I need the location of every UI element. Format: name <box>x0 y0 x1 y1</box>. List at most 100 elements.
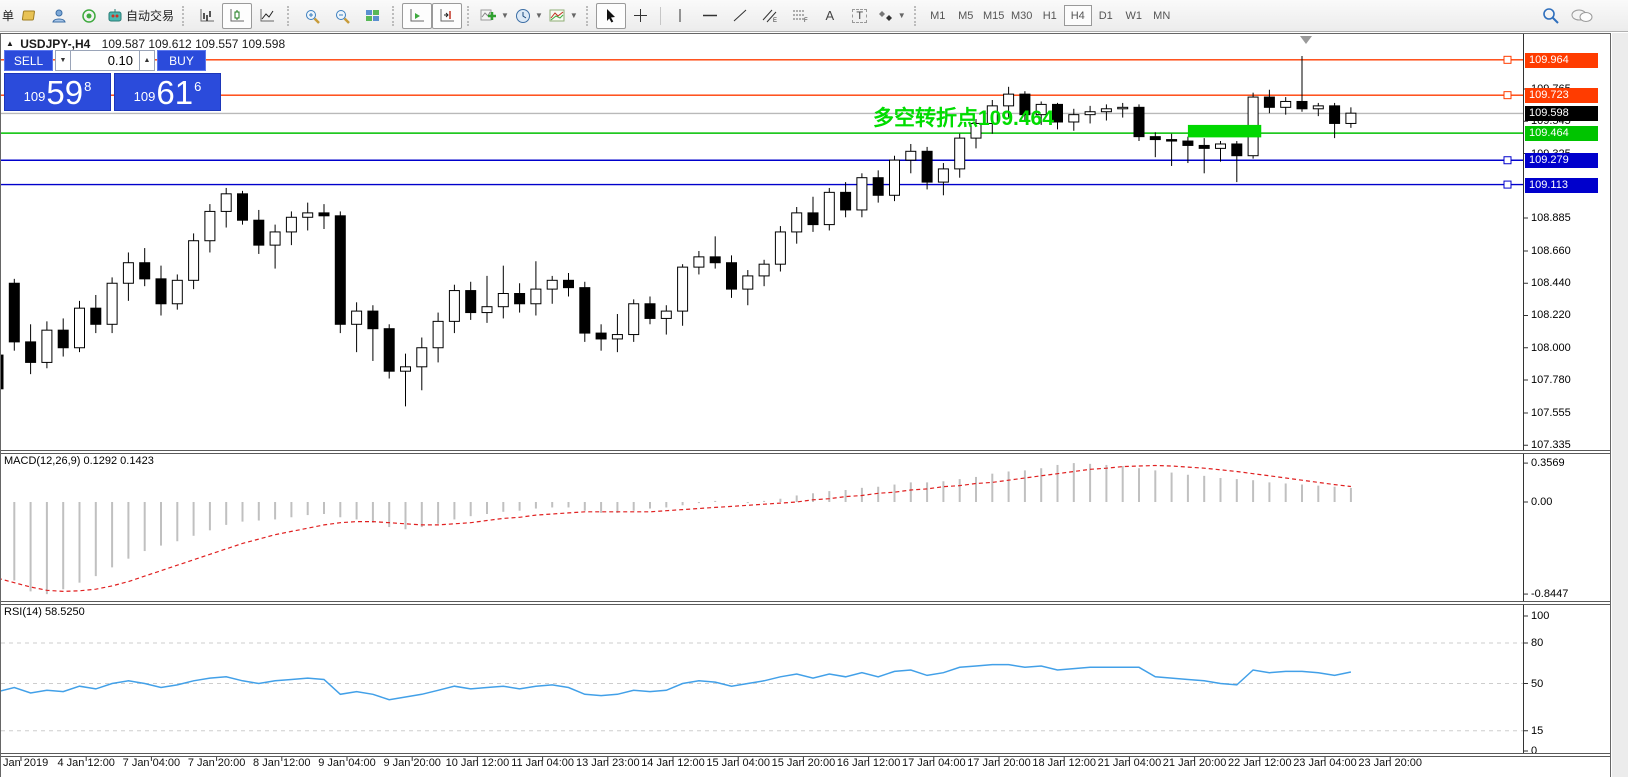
tab-timeframe-mn[interactable]: MN <box>1153 9 1171 22</box>
bar-chart-button[interactable] <box>192 3 222 29</box>
price-level-badge: 109.279 <box>1525 153 1598 169</box>
candle-body <box>1345 112 1357 124</box>
chat-icon[interactable] <box>1570 8 1594 24</box>
candle-body <box>188 240 200 281</box>
tab-timeframe-m1[interactable]: M1 <box>930 9 946 22</box>
text-button[interactable]: A <box>815 3 845 29</box>
notebook-button[interactable] <box>14 3 44 29</box>
line-chart-button[interactable] <box>252 3 282 29</box>
crosshair-button[interactable] <box>626 3 656 29</box>
sell-price-tile[interactable]: 109 59 8 <box>4 73 111 111</box>
level-handle[interactable] <box>1503 55 1512 64</box>
accounts-button[interactable] <box>44 3 74 29</box>
chart-shift-button[interactable] <box>432 2 463 29</box>
tile-windows-button[interactable] <box>357 3 387 29</box>
candle-body <box>693 256 705 268</box>
candle-body <box>1182 140 1194 146</box>
indicators-button[interactable]: ▼ <box>477 3 512 29</box>
pane-separator[interactable] <box>1 753 1610 757</box>
candle-body <box>1084 111 1096 116</box>
level-handle[interactable] <box>1503 156 1512 165</box>
candle-body <box>171 279 183 305</box>
periods-button[interactable]: ▼ <box>512 3 546 29</box>
pivot-annotation[interactable]: 多空转折点109.464 <box>873 107 1054 130</box>
pane-separator[interactable] <box>1 450 1610 454</box>
one-click-trading-panel: SELL ▼ ▲ BUY 109 59 8 109 61 6 <box>4 50 222 111</box>
candle-body <box>383 328 395 372</box>
candle-body <box>367 310 379 330</box>
volume-decrease-button[interactable]: ▼ <box>55 50 71 71</box>
candle-body <box>302 212 314 218</box>
equidistant-channel-button[interactable]: E <box>755 3 785 29</box>
text-label-button[interactable]: T <box>845 3 875 29</box>
horizontal-line-button[interactable] <box>695 3 725 29</box>
fibonacci-button[interactable]: F <box>785 3 815 29</box>
level-handle[interactable] <box>1503 180 1512 189</box>
tile-windows-icon <box>365 10 379 21</box>
time-tick-label: 15 Jan 04:00 <box>706 757 770 769</box>
tab-timeframe-m5[interactable]: M5 <box>958 9 974 22</box>
candle-body <box>595 332 607 340</box>
chart-canvas[interactable] <box>1 34 1611 777</box>
buy-button[interactable]: BUY <box>157 50 206 71</box>
rsi-tick-label: 100 <box>1531 610 1550 622</box>
candle-body <box>986 105 998 124</box>
vertical-line-button[interactable] <box>665 3 695 29</box>
trendline-button[interactable] <box>725 3 755 29</box>
tab-timeframe-d1[interactable]: D1 <box>1098 9 1113 22</box>
time-tick-label: 15 Jan 20:00 <box>771 757 836 769</box>
zoom-in-button[interactable] <box>297 3 327 29</box>
pane-separator[interactable] <box>1 601 1610 605</box>
candle-body <box>1068 114 1080 123</box>
rsi-tick-label: 15 <box>1531 724 1544 737</box>
search-icon[interactable] <box>1542 7 1560 25</box>
candle-body <box>1166 139 1178 142</box>
chart-shift-marker-icon[interactable] <box>1300 36 1312 44</box>
templates-button[interactable]: ▼ <box>546 3 581 29</box>
buy-price-tile[interactable]: 109 61 6 <box>114 73 221 111</box>
zoom-out-button[interactable] <box>327 3 357 29</box>
tab-timeframe-h1[interactable]: H1 <box>1042 9 1057 22</box>
tab-timeframe-m30[interactable]: M30 <box>1011 9 1033 22</box>
cursor-button[interactable] <box>595 2 626 29</box>
clock-icon <box>515 8 530 23</box>
candle-body <box>351 310 363 325</box>
candle-body <box>139 262 151 280</box>
price-tick-label: 108.440 <box>1531 277 1571 290</box>
time-tick-label: 14 Jan 12:00 <box>641 757 705 769</box>
candle-body <box>318 212 330 217</box>
dropdown-caret-icon: ▼ <box>501 11 509 20</box>
candle-body <box>644 303 656 319</box>
sell-button[interactable]: SELL <box>4 50 53 71</box>
candle-body <box>709 256 721 264</box>
pivot-zone-rect[interactable] <box>1187 124 1262 138</box>
candlestick-chart-button[interactable] <box>222 2 253 29</box>
tab-timeframe-w1[interactable]: W1 <box>1125 9 1142 22</box>
macd-tick-label: 0.00 <box>1531 496 1553 508</box>
autotrade-robot-icon <box>108 9 122 22</box>
candle-body <box>726 262 737 290</box>
level-handle[interactable] <box>1503 91 1512 100</box>
candle-body <box>1280 100 1292 108</box>
rsi-label: RSI(14) 58.5250 <box>4 606 85 618</box>
volume-input[interactable] <box>71 50 139 71</box>
new-order-label[interactable]: 单 <box>2 9 15 23</box>
time-axis[interactable]: 3 Jan 2019 4 Jan 12:00 7 Jan 04:00 7 Jan 20… <box>1 757 1523 777</box>
toolbar-separator <box>659 6 661 25</box>
candle-body <box>497 293 509 308</box>
price-level-badge: 109.464 <box>1525 126 1598 142</box>
signal-button[interactable] <box>74 3 104 29</box>
auto-scroll-button[interactable] <box>402 2 433 29</box>
tab-timeframe-m15[interactable]: M15 <box>983 9 1005 22</box>
volume-increase-button[interactable]: ▲ <box>139 50 155 71</box>
price-tick-label: 108.000 <box>1531 341 1571 354</box>
zoom-in-icon <box>305 9 320 24</box>
rsi-line <box>1 663 1352 701</box>
collapse-triangle-icon[interactable]: ▲ <box>6 39 14 48</box>
macd-tick-label: -0.8447 <box>1531 588 1569 601</box>
tab-timeframe-h4[interactable]: H4 <box>1063 5 1092 26</box>
arrows-button[interactable]: ▼ <box>875 3 909 29</box>
candle-body <box>220 193 232 212</box>
price-axis[interactable]: 109.765109.545109.325108.885108.660108.4… <box>1523 34 1610 757</box>
autotrade-button[interactable]: 自动交易 <box>104 3 177 29</box>
